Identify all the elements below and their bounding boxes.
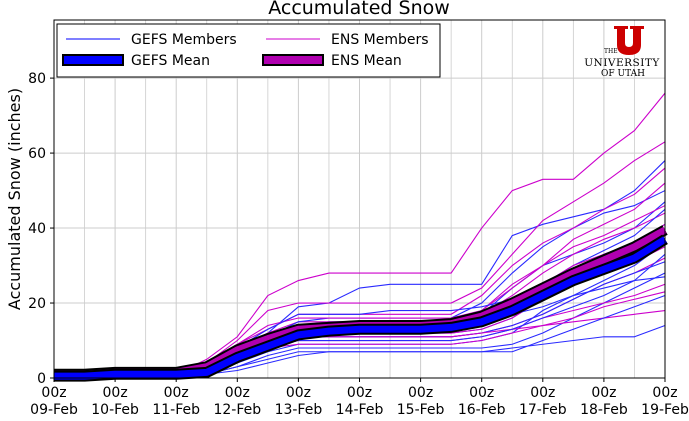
x-tick-label-date: 16-Feb	[458, 402, 506, 417]
x-tick-label-time: 00z	[469, 385, 494, 401]
chart-title: Accumulated Snow	[268, 0, 450, 19]
block-u-icon	[614, 26, 644, 55]
x-tick-label-date: 10-Feb	[91, 402, 139, 417]
x-tick-label-time: 00z	[347, 385, 372, 401]
y-tick-label: 80	[28, 71, 46, 87]
x-tick-label-time: 00z	[103, 385, 128, 401]
x-tick-label-date: 14-Feb	[336, 402, 384, 417]
university-of-utah-logo: THE UNIVERSITY OF UTAH	[584, 26, 660, 79]
y-tick-label: 40	[28, 221, 46, 237]
y-axis-label: Accumulated Snow (inches)	[5, 88, 24, 310]
legend: GEFS Members ENS Members GEFS Mean ENS M…	[56, 23, 441, 78]
y-tick-label: 0	[37, 371, 46, 387]
x-tick-label-time: 00z	[591, 385, 616, 401]
gefs-mean-line-fill	[54, 236, 667, 380]
x-tick-label-time: 00z	[652, 385, 677, 401]
gefs-mean-line	[54, 234, 668, 382]
x-tick-label-date: 13-Feb	[275, 402, 323, 417]
mean-lines	[54, 225, 668, 382]
legend-ens-members: ENS Members	[331, 32, 429, 48]
x-tick-label-date: 11-Feb	[152, 402, 200, 417]
legend-ens-mean-swatch	[262, 54, 324, 66]
x-tick-label-time: 00z	[164, 385, 189, 401]
x-tick-label-date: 19-Feb	[641, 402, 689, 417]
logo-text-of-utah: OF UTAH	[601, 69, 645, 79]
x-tick-label-date: 18-Feb	[580, 402, 628, 417]
logo-text-the: THE	[604, 48, 618, 55]
legend-gefs-members: GEFS Members	[131, 32, 237, 48]
x-tick-label-date: 09-Feb	[30, 402, 78, 417]
logo-text-university: UNIVERSITY	[584, 57, 660, 69]
x-tick-label-time: 00z	[408, 385, 433, 401]
x-tick-label-date: 17-Feb	[519, 402, 567, 417]
x-tick-label-time: 00z	[530, 385, 555, 401]
x-tick-label-time: 00z	[41, 385, 66, 401]
y-tick-label: 60	[28, 146, 46, 162]
legend-gefs-mean: GEFS Mean	[131, 53, 210, 69]
legend-gefs-mean-swatch	[62, 54, 124, 66]
x-axis: 00z09-Feb00z10-Feb00z11-Feb00z12-Feb00z1…	[30, 378, 689, 418]
legend-ens-mean: ENS Mean	[331, 53, 402, 69]
x-tick-label-time: 00z	[286, 385, 311, 401]
x-tick-label-time: 00z	[225, 385, 250, 401]
x-tick-label-date: 15-Feb	[397, 402, 445, 417]
y-tick-label: 20	[28, 296, 46, 312]
y-axis: 0 20 40 60 80	[28, 71, 54, 387]
x-tick-label-date: 12-Feb	[213, 402, 261, 417]
